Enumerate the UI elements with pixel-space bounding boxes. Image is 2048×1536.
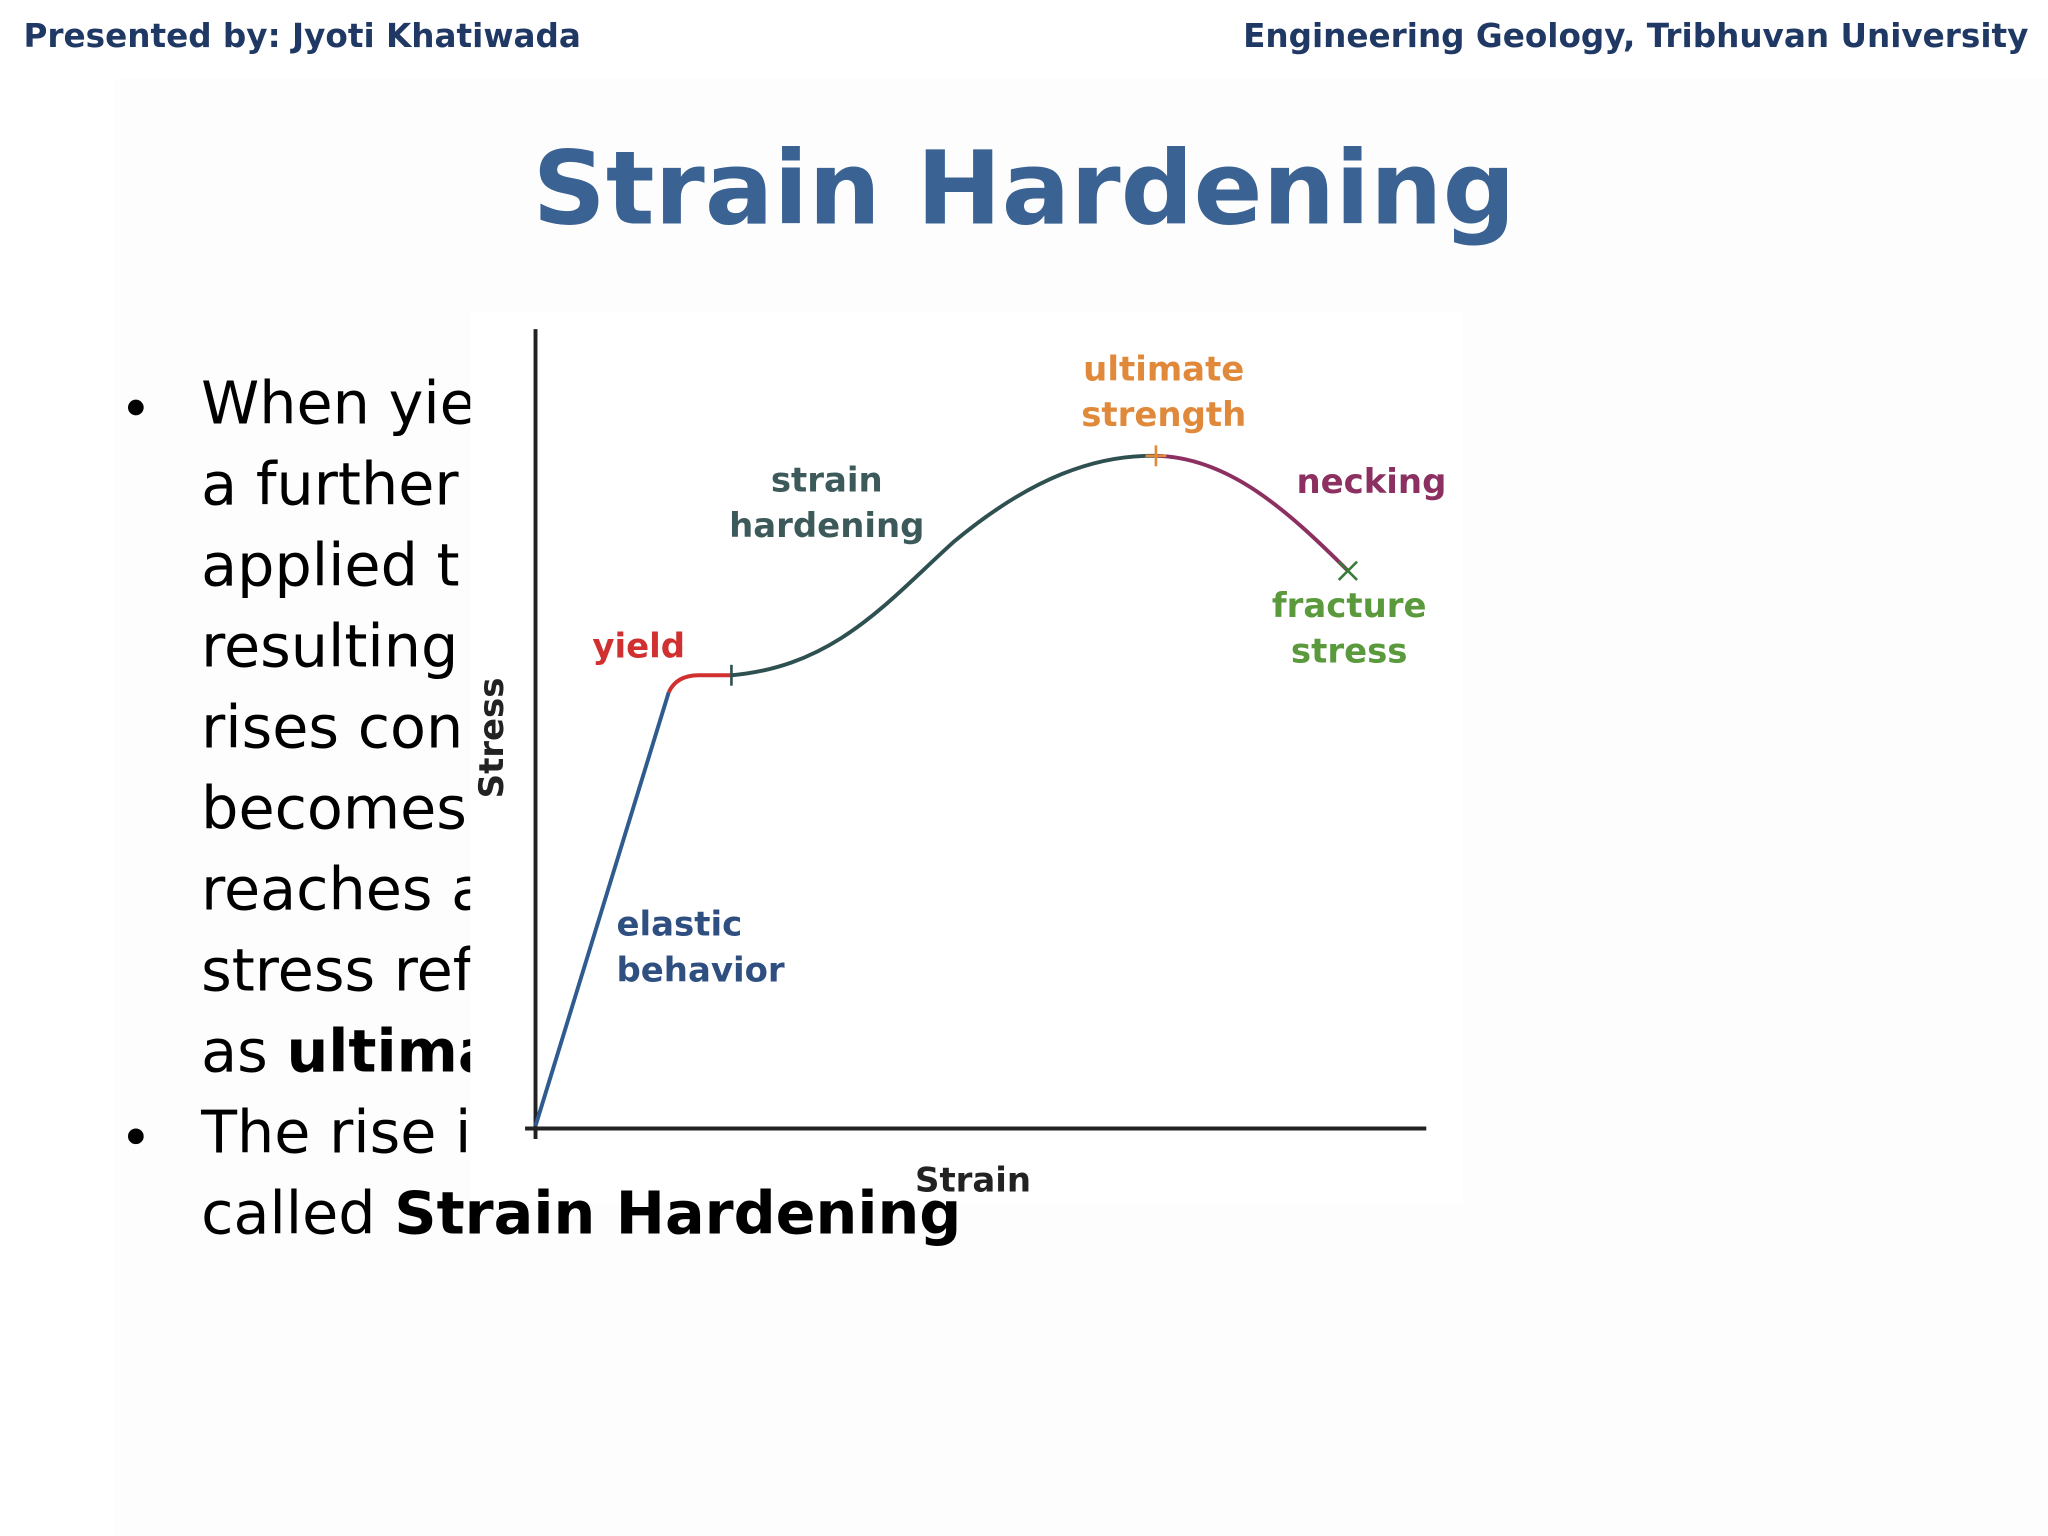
label-fracture: stress [1291, 632, 1408, 672]
label-hardening: hardening [729, 506, 924, 546]
necking-segment [1155, 453, 1350, 573]
fracture-mark [1337, 560, 1358, 581]
bullet-dot [128, 1128, 144, 1145]
y-axis-label: Stress [472, 678, 512, 799]
ultimate-mark [1145, 445, 1167, 467]
bullet-line: a further [201, 450, 459, 519]
label-ultimate: ultimate [1083, 349, 1244, 389]
label-yield: yield [592, 626, 685, 666]
bullet-line: becomes [201, 774, 467, 843]
line-text: a further [201, 450, 459, 519]
bullet-line: reaches a [201, 854, 487, 923]
line-text: The rise i [200, 1097, 471, 1166]
elastic-segment [533, 691, 671, 1127]
bullet-line: called Strain Hardening [201, 1178, 961, 1247]
line-text: called [201, 1178, 394, 1247]
bullet-line: rises con [201, 693, 463, 762]
diagram-background [470, 310, 1463, 1205]
bullet-line: as ultima [201, 1016, 497, 1085]
line-text: resulting [201, 612, 458, 681]
bullet-line: stress ref [201, 935, 475, 1004]
label-necking: necking [1296, 462, 1446, 502]
label-hardening: strain [771, 460, 883, 500]
label-fracture: fracture [1272, 586, 1427, 626]
line-bold: ultima [286, 1016, 497, 1085]
label-elastic: elastic [616, 905, 742, 945]
bullet-line: applied t [201, 531, 459, 600]
stress-strain-diagram: ultimate strength strain hardening necki… [470, 310, 1463, 1205]
bullet-list: When yie a further applied t resulting rises… [128, 369, 498, 1166]
x-axis-label: Strain [915, 1161, 1031, 1201]
slide-title: Strain Hardening [533, 130, 1516, 249]
presenter: Presented by: Jyoti Khatiwada [24, 17, 581, 55]
line-text: stress ref [201, 935, 475, 1004]
line-text: applied t [201, 531, 459, 600]
line-text: as [201, 1016, 286, 1085]
line-text: When yie [201, 369, 476, 438]
label-ultimate: strength [1081, 395, 1246, 435]
bullet-line: When yie [201, 369, 476, 438]
line-text: reaches a [201, 854, 487, 923]
bullet-line: resulting [201, 612, 458, 681]
institution: Engineering Geology, Tribhuvan Universit… [1243, 17, 2028, 55]
yield-segment [666, 673, 732, 694]
bullet-dot [128, 399, 144, 416]
hardening-segment [731, 453, 1156, 678]
line-bold: Strain Hardening [394, 1178, 961, 1247]
bullet-line: The rise i [200, 1097, 471, 1166]
line-text: becomes [201, 774, 467, 843]
line-text: rises con [201, 693, 463, 762]
label-elastic: behavior [616, 950, 784, 990]
